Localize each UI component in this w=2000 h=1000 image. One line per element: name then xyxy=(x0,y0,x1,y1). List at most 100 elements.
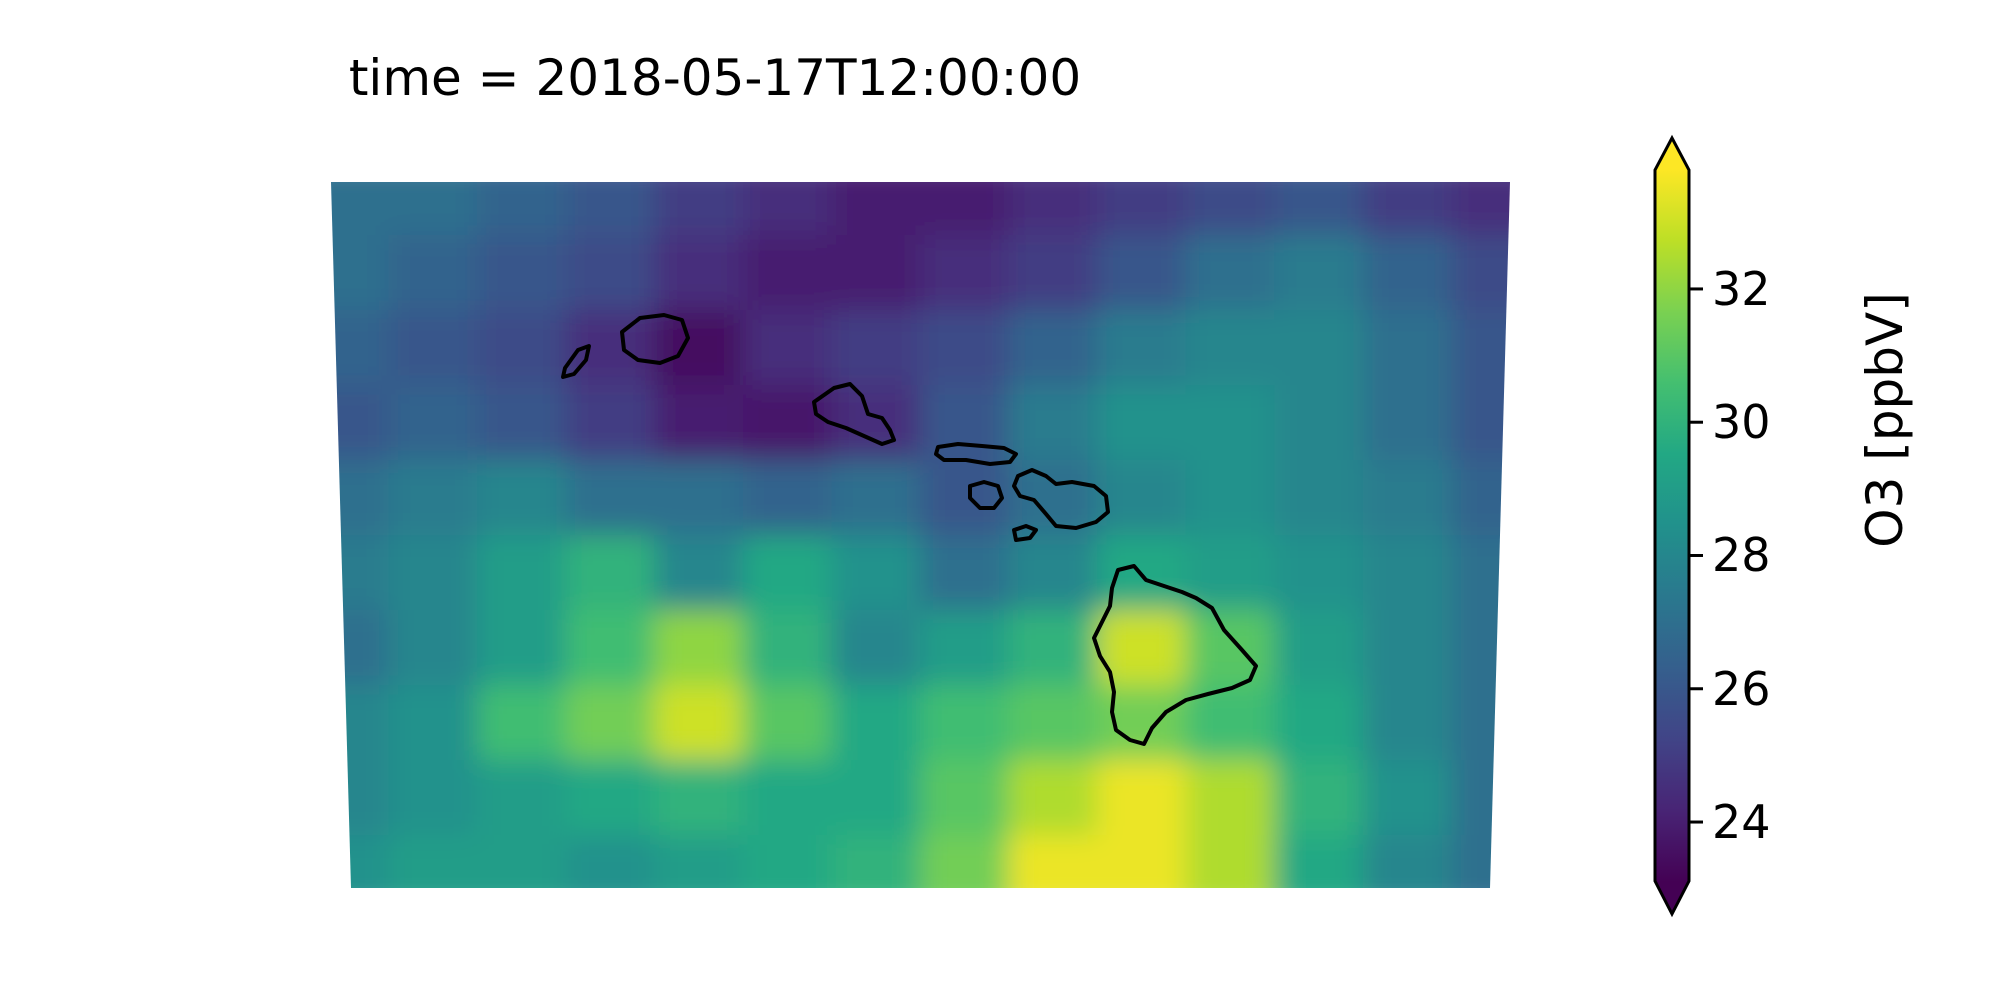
colorbar-outline xyxy=(1653,134,1691,918)
heatmap-cell xyxy=(654,385,744,461)
heatmap-cell xyxy=(331,182,390,236)
coastline-maui xyxy=(1012,468,1110,530)
coastline-lanai xyxy=(968,480,1004,510)
heatmap-cell xyxy=(831,835,921,888)
heatmap-cell xyxy=(654,235,744,311)
heatmap-cell xyxy=(1097,310,1187,386)
heatmap-cell xyxy=(831,235,921,311)
heatmap-cell xyxy=(477,235,567,311)
heatmap-cell xyxy=(331,760,390,836)
heatmap-cell xyxy=(920,182,1010,236)
heatmap-cell xyxy=(477,685,567,761)
heatmap-cell xyxy=(1274,835,1364,888)
heatmap-cell xyxy=(388,535,479,611)
heatmap-cell xyxy=(742,535,833,611)
heatmap-cell xyxy=(742,460,833,536)
heatmap-cell xyxy=(1274,685,1364,761)
heatmap-cell xyxy=(1185,182,1276,236)
heatmap-cell xyxy=(1451,460,1510,536)
heatmap-cell xyxy=(920,760,1010,836)
heatmap-cell xyxy=(477,760,567,836)
heatmap-cell xyxy=(477,385,567,461)
heatmap-cell xyxy=(1362,610,1453,686)
heatmap-cell xyxy=(654,685,744,761)
heatmap-cell xyxy=(1008,235,1099,311)
heatmap-cell xyxy=(1451,535,1510,611)
heatmap-cell xyxy=(742,685,833,761)
heatmap-cell xyxy=(1362,685,1453,761)
heatmap-cell xyxy=(1097,835,1187,888)
colorbar-tick-label: 28 xyxy=(1712,528,1771,583)
heatmap-cell xyxy=(331,610,390,686)
heatmap-cell xyxy=(388,685,479,761)
heatmap-cell xyxy=(1274,760,1364,836)
heatmap-cell xyxy=(742,610,833,686)
heatmap-cell xyxy=(1451,182,1510,236)
heatmap-cell xyxy=(920,535,1010,611)
heatmap-cell xyxy=(388,610,479,686)
heatmap-cell xyxy=(742,182,833,236)
coastline-kahoolawe xyxy=(1012,524,1038,542)
heatmap-cell xyxy=(565,182,656,236)
map-panel xyxy=(331,182,1510,888)
heatmap-cell xyxy=(1362,460,1453,536)
heatmap-cell xyxy=(654,535,744,611)
heatmap-cell xyxy=(920,610,1010,686)
heatmap-cell xyxy=(1451,310,1510,386)
heatmap-cell xyxy=(388,835,479,888)
heatmap-cell xyxy=(654,460,744,536)
heatmap-cell xyxy=(1362,835,1453,888)
coastline-niihau xyxy=(561,344,591,379)
heatmap-cell xyxy=(331,310,390,386)
heatmap-cell xyxy=(920,310,1010,386)
heatmap-cell xyxy=(654,182,744,236)
ozone-heatmap xyxy=(331,182,1510,888)
coastline-molokai xyxy=(934,442,1018,466)
heatmap-cell xyxy=(331,685,390,761)
heatmap-cell xyxy=(920,235,1010,311)
heatmap-cell xyxy=(654,835,744,888)
heatmap-cell xyxy=(565,610,656,686)
heatmap-cell xyxy=(477,535,567,611)
heatmap-cell xyxy=(1185,535,1276,611)
heatmap-cell xyxy=(1185,310,1276,386)
colorbar-extend-top xyxy=(1655,138,1689,170)
heatmap-cell xyxy=(654,610,744,686)
heatmap-cell xyxy=(1451,760,1510,836)
heatmap-cell xyxy=(1008,182,1099,236)
heatmap-cell xyxy=(565,835,656,888)
heatmap-cell xyxy=(477,182,567,236)
heatmap-cell xyxy=(1451,385,1510,461)
heatmap-cell xyxy=(331,385,390,461)
heatmap-cell xyxy=(831,310,921,386)
heatmap-cell xyxy=(1362,235,1453,311)
heatmap-cell xyxy=(1008,535,1099,611)
heatmap-cell xyxy=(1185,460,1276,536)
heatmap-cell xyxy=(742,835,833,888)
heatmap-cell xyxy=(565,385,656,461)
coastlines xyxy=(561,313,1258,746)
heatmap-cell xyxy=(831,535,921,611)
heatmap-cell xyxy=(565,760,656,836)
heatmap-cell xyxy=(1362,760,1453,836)
colorbar xyxy=(1653,134,1703,918)
heatmap-cell xyxy=(1185,235,1276,311)
heatmap-cell xyxy=(742,310,833,386)
heatmap-cell xyxy=(1185,835,1276,888)
heatmap-cell xyxy=(1097,182,1187,236)
heatmap-cell xyxy=(1097,385,1187,461)
heatmap-cell xyxy=(1274,385,1364,461)
heatmap-cell xyxy=(1274,182,1364,236)
colorbar-extend-bottom xyxy=(1655,881,1689,914)
heatmap-cell xyxy=(1274,535,1364,611)
heatmap-cell xyxy=(388,385,479,461)
heatmap-cell xyxy=(331,460,390,536)
heatmap-cell xyxy=(920,685,1010,761)
heatmap-cell xyxy=(331,835,390,888)
heatmap-cell xyxy=(831,182,921,236)
heatmap-cell xyxy=(1008,310,1099,386)
heatmap-cell xyxy=(565,460,656,536)
heatmap-cell xyxy=(565,235,656,311)
colorbar-tick-label: 30 xyxy=(1712,395,1771,450)
